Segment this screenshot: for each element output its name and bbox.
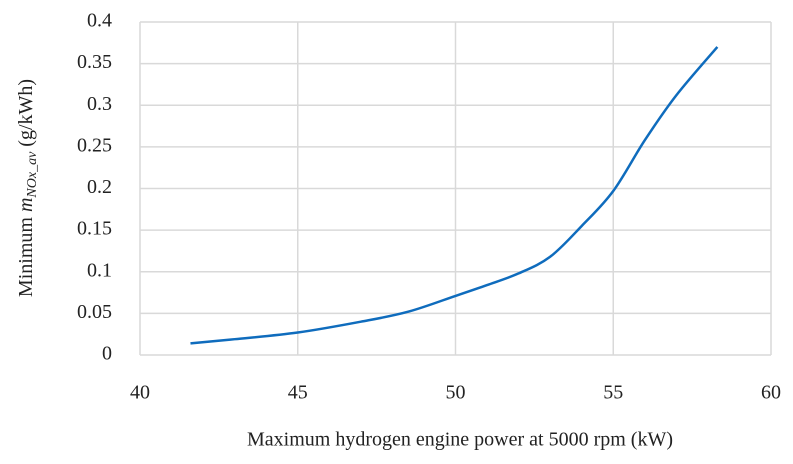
x-axis-title: Maximum hydrogen engine power at 5000 rp… bbox=[247, 429, 673, 451]
x-tick-label: 55 bbox=[603, 382, 623, 404]
y-tick-label: 0.1 bbox=[87, 259, 112, 281]
y-axis-title: Minimum mNOx_av (g/kWh) bbox=[15, 79, 43, 297]
data-line bbox=[190, 46, 719, 345]
y-tick-label: 0.4 bbox=[87, 10, 112, 32]
x-tick-label: 50 bbox=[446, 382, 466, 404]
y-title-prefix: Minimum bbox=[15, 217, 37, 297]
x-tick-label: 60 bbox=[761, 382, 781, 404]
x-tick-label: 40 bbox=[130, 382, 150, 404]
y-title-unit: (g/kWh) bbox=[15, 79, 37, 147]
y-tick-label: 0.2 bbox=[87, 176, 112, 198]
y-tick-label: 0.3 bbox=[87, 93, 112, 115]
y-tick-label: 0 bbox=[102, 343, 112, 365]
y-tick-label: 0.15 bbox=[77, 218, 112, 240]
y-tick-label: 0.35 bbox=[77, 51, 112, 73]
y-title-symbol: m bbox=[15, 198, 37, 212]
x-tick-label: 45 bbox=[288, 382, 308, 404]
y-tick-label: 0.25 bbox=[77, 134, 112, 156]
y-tick-label: 0.05 bbox=[77, 301, 112, 323]
y-title-subscript: NOx_av bbox=[25, 151, 40, 199]
